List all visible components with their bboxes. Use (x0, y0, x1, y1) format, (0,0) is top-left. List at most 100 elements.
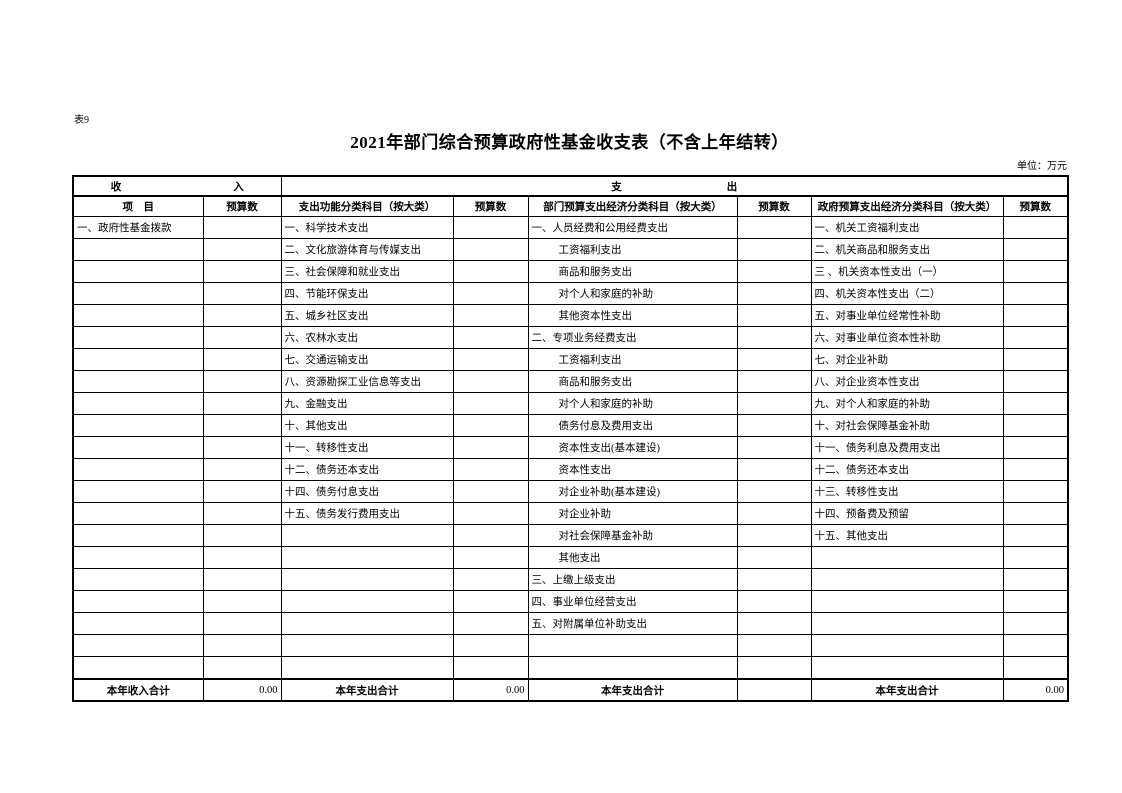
function-value-cell (452, 282, 529, 305)
gov-econ-item-cell: 七、对企业补助 (810, 348, 1004, 371)
income-value-cell (202, 634, 282, 657)
function-item-cell (280, 656, 454, 680)
function-item-cell: 九、金融支出 (280, 392, 454, 415)
function-item-cell (280, 590, 454, 613)
income-value-cell (202, 260, 282, 283)
function-value-cell (452, 216, 529, 239)
income-total-value: 0.00 (202, 678, 282, 702)
gov-econ-item-cell: 一、机关工资福利支出 (810, 216, 1004, 239)
gov-econ-item-cell (810, 656, 1004, 680)
gov-econ-item-cell: 十三、转移性支出 (810, 480, 1004, 503)
function-item-cell: 十、其他支出 (280, 414, 454, 437)
gov-econ-value-cell (1002, 370, 1069, 393)
gov-econ-value-cell (1002, 216, 1069, 239)
table-row: 十一、转移性支出 资本性支出(基本建设) 十一、债务利息及费用支出 (72, 436, 1069, 459)
table-row (72, 634, 1069, 657)
gov-econ-value-cell (1002, 414, 1069, 437)
function-item-cell (280, 634, 454, 657)
dept-econ-item-cell: 对社会保障基金补助 (527, 524, 738, 547)
gov-econ-item-cell: 十一、债务利息及费用支出 (810, 436, 1004, 459)
income-item-cell (72, 348, 204, 371)
income-value-cell (202, 326, 282, 349)
income-item-cell (72, 524, 204, 547)
gov-econ-value-cell (1002, 304, 1069, 327)
gov-econ-item-cell: 二、机关商品和服务支出 (810, 238, 1004, 261)
income-value-cell (202, 480, 282, 503)
table-row: 十、其他支出 债务付息及费用支出 十、对社会保障基金补助 (72, 414, 1069, 437)
function-value-cell (452, 370, 529, 393)
function-item-cell (280, 568, 454, 591)
gov-econ-item-cell (810, 568, 1004, 591)
page-title: 2021年部门综合预算政府性基金收支表（不含上年结转） (350, 133, 789, 152)
gov-econ-item-cell: 十五、其他支出 (810, 524, 1004, 547)
table-row: 三、社会保障和就业支出 商品和服务支出 三 、机关资本性支出（一） (72, 260, 1069, 283)
table-row (72, 656, 1069, 680)
income-header-char-right: 入 (233, 181, 244, 193)
income-value-cell (202, 568, 282, 591)
dept-econ-value-cell (736, 326, 812, 349)
gov-econ-value-cell (1002, 392, 1069, 415)
dept-econ-item-cell: 工资福利支出 (527, 238, 738, 261)
function-item-cell: 一、科学技术支出 (280, 216, 454, 239)
dept-econ-item-cell (527, 656, 738, 680)
function-item-cell: 四、节能环保支出 (280, 282, 454, 305)
col-header-gov-econ-class: 政府预算支出经济分类科目（按大类） (810, 195, 1004, 217)
table-row: 十五、债务发行费用支出 对企业补助 十四、预备费及预留 (72, 502, 1069, 525)
income-value-cell (202, 590, 282, 613)
function-item-cell (280, 612, 454, 635)
function-value-cell (452, 260, 529, 283)
dept-econ-value-cell (736, 370, 812, 393)
dept-econ-value-cell (736, 392, 812, 415)
table-row: 十二、债务还本支出 资本性支出 十二、债务还本支出 (72, 458, 1069, 481)
dept-econ-value-cell (736, 480, 812, 503)
gov-econ-value-cell (1002, 612, 1069, 635)
income-item-cell: 一、政府性基金拨款 (72, 216, 204, 239)
gov-econ-item-cell: 十四、预备费及预留 (810, 502, 1004, 525)
income-value-cell (202, 216, 282, 239)
income-item-cell (72, 590, 204, 613)
gov-econ-value-cell (1002, 458, 1069, 481)
function-value-cell (452, 458, 529, 481)
gov-econ-value-cell (1002, 260, 1069, 283)
function-value-cell (452, 634, 529, 657)
dept-econ-item-cell: 商品和服务支出 (527, 370, 738, 393)
function-value-cell (452, 304, 529, 327)
col-header-item: 项 目 (72, 195, 204, 217)
expenditure-header-char-right: 出 (726, 181, 738, 193)
dept-econ-value-cell (736, 546, 812, 569)
dept-econ-value-cell (736, 656, 812, 680)
dept-econ-value-cell (736, 568, 812, 591)
income-item-cell (72, 414, 204, 437)
income-value-cell (202, 370, 282, 393)
gov-econ-value-cell (1002, 656, 1069, 680)
gov-econ-item-cell (810, 590, 1004, 613)
income-value-cell (202, 282, 282, 305)
income-item-cell (72, 546, 204, 569)
column-header-row: 项 目 预算数 支出功能分类科目（按大类） 预算数 部门预算支出经济分类科目（按… (72, 195, 1069, 217)
dept-econ-item-cell: 资本性支出 (527, 458, 738, 481)
income-item-cell (72, 502, 204, 525)
gov-econ-value-cell (1002, 238, 1069, 261)
dept-econ-value-cell (736, 524, 812, 547)
gov-econ-item-cell: 十、对社会保障基金补助 (810, 414, 1004, 437)
gov-econ-value-cell (1002, 568, 1069, 591)
income-total-label: 本年收入合计 (72, 678, 204, 702)
function-item-cell: 十五、债务发行费用支出 (280, 502, 454, 525)
dept-econ-item-cell: 工资福利支出 (527, 348, 738, 371)
income-value-cell (202, 414, 282, 437)
col-header-dept-econ-budget: 预算数 (736, 195, 812, 217)
income-value-cell (202, 524, 282, 547)
gov-econ-value-cell (1002, 436, 1069, 459)
gov-econ-total-label: 本年支出合计 (810, 678, 1004, 702)
function-value-cell (452, 524, 529, 547)
dept-econ-item-cell: 债务付息及费用支出 (527, 414, 738, 437)
expenditure-section-header: 支 出 (280, 175, 1069, 197)
function-value-cell (452, 480, 529, 503)
dept-econ-value-cell (736, 502, 812, 525)
dept-econ-item-cell: 一、人员经费和公用经费支出 (527, 216, 738, 239)
gov-econ-item-cell: 四、机关资本性支出（二） (810, 282, 1004, 305)
table-row: 七、交通运输支出 工资福利支出 七、对企业补助 (72, 348, 1069, 371)
dept-econ-value-cell (736, 634, 812, 657)
income-item-cell (72, 370, 204, 393)
